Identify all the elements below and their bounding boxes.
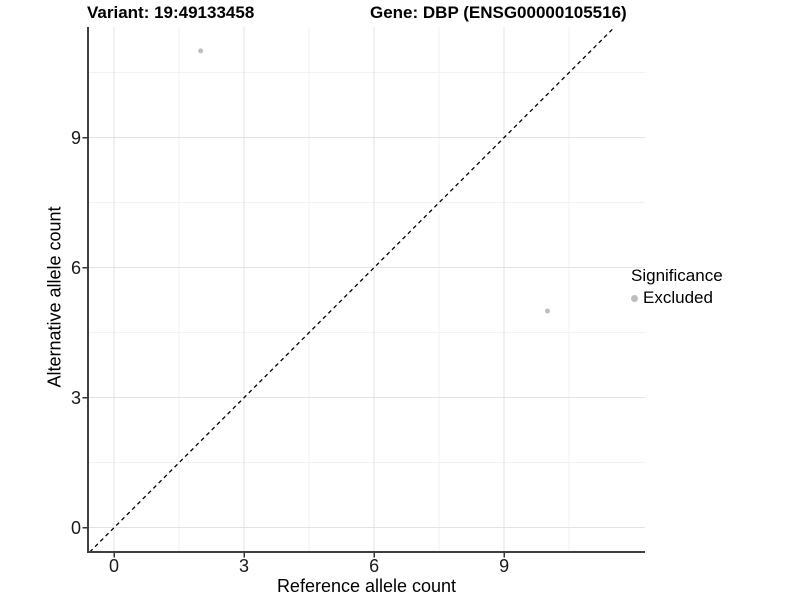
- y-tick-label: 0: [70, 517, 81, 538]
- data-point: [198, 48, 204, 54]
- x-axis-title: Reference allele count: [276, 576, 457, 596]
- x-tick-label: 0: [108, 556, 120, 576]
- legend-item-excluded: Excluded: [631, 288, 723, 308]
- plot-title-gene: Gene: DBP (ENSG00000105516): [370, 3, 627, 22]
- legend-item-label: Excluded: [643, 288, 713, 307]
- identity-dashed-line: [89, 26, 616, 553]
- x-tick-label: 3: [239, 556, 250, 576]
- y-axis-title: Alternative allele count: [44, 206, 65, 388]
- y-tick-label: 9: [70, 127, 81, 148]
- y-tick-label: 3: [70, 387, 81, 408]
- y-tick-label: 6: [70, 257, 81, 278]
- legend: Significance Excluded: [631, 266, 723, 308]
- x-tick-label: 6: [369, 556, 380, 576]
- data-point: [544, 308, 550, 314]
- plot-title-variant: Variant: 19:49133458: [87, 3, 255, 22]
- x-tick-label: 9: [499, 556, 510, 576]
- legend-title: Significance: [631, 266, 723, 285]
- legend-point-icon: [631, 294, 638, 302]
